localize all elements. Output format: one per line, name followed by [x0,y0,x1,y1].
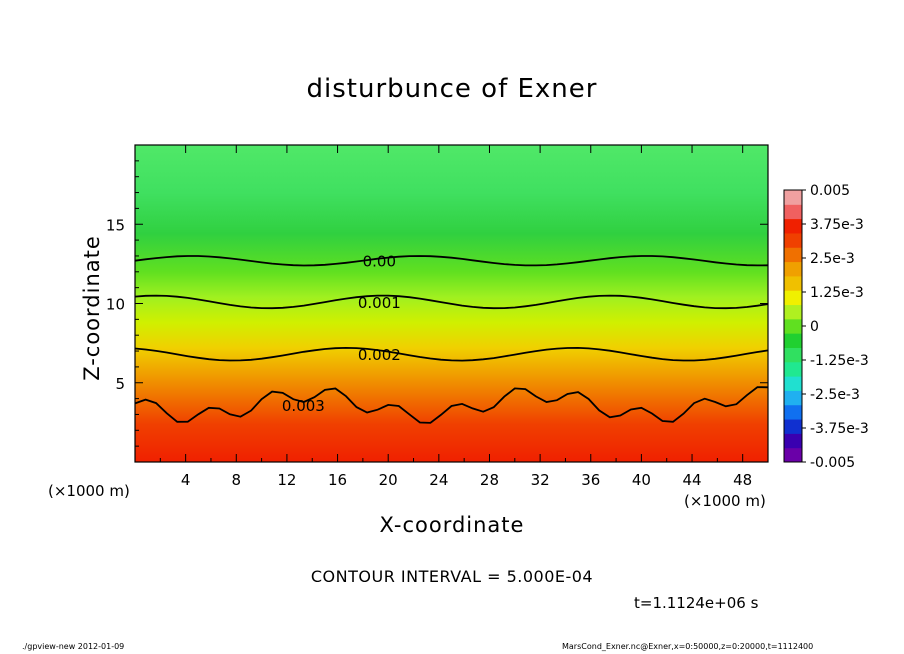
colorbar-segment [784,275,802,291]
footer-left: ./gpview-new 2012-01-09 [22,642,125,651]
contour-label: 0.00 [363,253,396,271]
colorbar-label: -3.75e-3 [810,421,869,437]
x-tick-label: 4 [181,471,191,489]
colorbar-segment [784,218,802,234]
x-axis-label: X-coordinate [379,513,525,537]
colorbar-label: 0 [810,319,819,335]
colorbar-label: -0.005 [810,455,855,471]
colorbar-segment [784,204,802,220]
chart-title: disturbunce of Exner [306,74,598,104]
colorbar-segment [784,261,802,277]
x-tick-label: 24 [429,471,448,489]
contour-line [134,386,769,424]
colorbar-label: 2.5e-3 [810,251,855,267]
colorbar-segment [784,404,802,420]
x-tick-label: 20 [379,471,398,489]
colorbar-segment [784,376,802,391]
colorbar-label: -2.5e-3 [810,387,860,403]
contour-line [134,255,769,267]
contour-line [134,294,769,310]
x-tick-label: 32 [531,471,550,489]
x-tick-label: 12 [277,471,296,489]
colorbar-label: 3.75e-3 [810,217,864,233]
colorbar-segment [784,361,802,377]
contour-line [134,346,769,362]
colorbar-segment [784,390,802,406]
y-tick-label: 5 [115,375,125,393]
colorbar-segment [784,447,802,463]
colorbar-segment [784,304,802,320]
colorbar-segment [784,247,802,263]
colorbar-segment [784,419,802,434]
colorbar-segment [784,290,802,306]
time-label: t=1.1124e+06 s [634,594,759,612]
colorbar-segment [784,347,802,363]
x-axis-unit: (×1000 m) [684,492,766,510]
colorbar-segment [784,232,802,248]
x-tick-label: 48 [733,471,752,489]
x-tick-label: 28 [480,471,499,489]
colorbar-segment [784,433,802,449]
x-tick-label: 36 [581,471,600,489]
x-tick-label: 16 [328,471,347,489]
x-tick-label: 8 [232,471,242,489]
x-tick-label: 40 [632,471,651,489]
contour-label: 0.001 [358,294,401,312]
colorbar-label: 1.25e-3 [810,285,864,301]
colorbar-label: -1.25e-3 [810,353,869,369]
colorbar-segment [784,333,802,348]
colorbar-label: 0.005 [810,183,850,199]
contour-label: 0.003 [282,397,325,415]
contour-label: 0.002 [358,346,401,364]
y-tick-label: 10 [106,296,125,314]
contour-interval: CONTOUR INTERVAL = 5.000E-04 [310,567,594,586]
footer-right: MarsCond_Exner.nc@Exner,x=0:50000,z=0:20… [562,642,814,651]
y-tick-label: 15 [106,216,125,234]
colorbar-segment [784,190,802,205]
y-axis-unit: (×1000 m) [48,482,130,500]
colorbar-segment [784,318,802,334]
x-tick-label: 44 [682,471,701,489]
